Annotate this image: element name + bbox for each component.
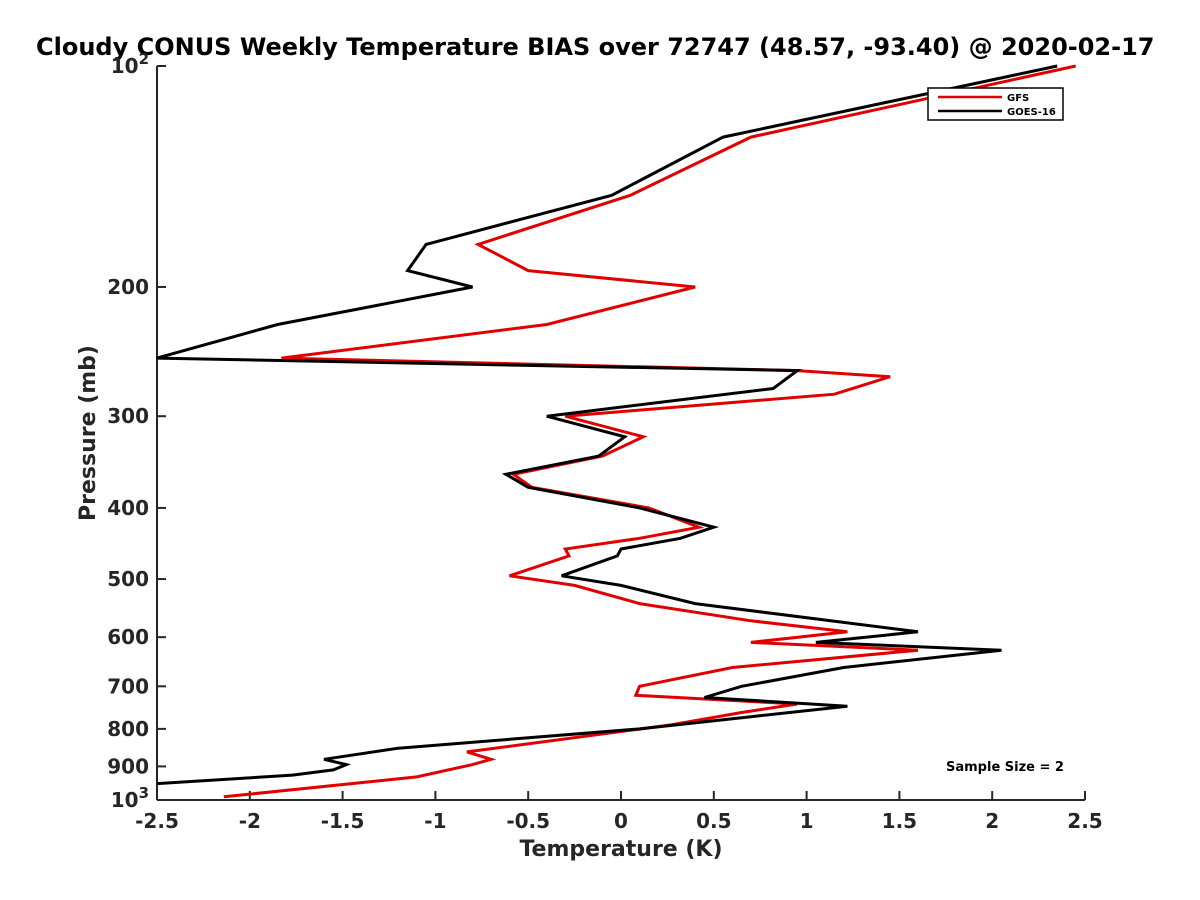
y-tick-label: 900 <box>107 754 149 778</box>
y-tick-label: 102 <box>111 50 149 78</box>
y-tick-label: 400 <box>107 496 149 520</box>
legend: GFS GOES-16 <box>927 87 1064 121</box>
x-tick-label: -1 <box>424 809 446 833</box>
y-tick-label: 300 <box>107 404 149 428</box>
y-tick-label: 800 <box>107 717 149 741</box>
chart-title: Cloudy CONUS Weekly Temperature BIAS ove… <box>36 33 1154 61</box>
x-tick-label: 0.5 <box>696 809 731 833</box>
sample-size-annotation: Sample Size = 2 <box>946 760 1064 775</box>
x-axis-title: Temperature (K) <box>519 837 722 862</box>
x-tick-label: 2.5 <box>1067 809 1102 833</box>
y-tick-label: 600 <box>107 625 149 649</box>
x-axis-ticks: -2.5 -2 -1.5 -1 -0.5 0 0.5 1 1.5 2 2.5 <box>135 791 1103 833</box>
legend-label-goes16: GOES-16 <box>1007 107 1056 118</box>
y-tick-label: 200 <box>107 275 149 299</box>
x-tick-label: -0.5 <box>506 809 550 833</box>
x-tick-label: 0 <box>614 809 628 833</box>
y-axis-ticks: 102 200 300 400 500 600 700 800 900 103 <box>107 50 166 812</box>
x-tick-label: -2 <box>239 809 261 833</box>
x-tick-label: -1.5 <box>321 809 365 833</box>
y-axis-title: Pressure (mb) <box>76 345 101 521</box>
series-group <box>156 64 1077 799</box>
x-tick-label: 2 <box>985 809 999 833</box>
x-tick-label: 1 <box>800 809 814 833</box>
series-line-goes16 <box>156 64 1058 786</box>
y-tick-label: 500 <box>107 567 149 591</box>
legend-box <box>927 87 1064 121</box>
series-line-gfs <box>223 64 1077 799</box>
x-tick-label: -2.5 <box>135 809 179 833</box>
legend-label-gfs: GFS <box>1007 93 1029 104</box>
y-tick-label: 700 <box>107 674 149 698</box>
x-tick-label: 1.5 <box>882 809 917 833</box>
y-tick-label: 103 <box>111 784 149 812</box>
